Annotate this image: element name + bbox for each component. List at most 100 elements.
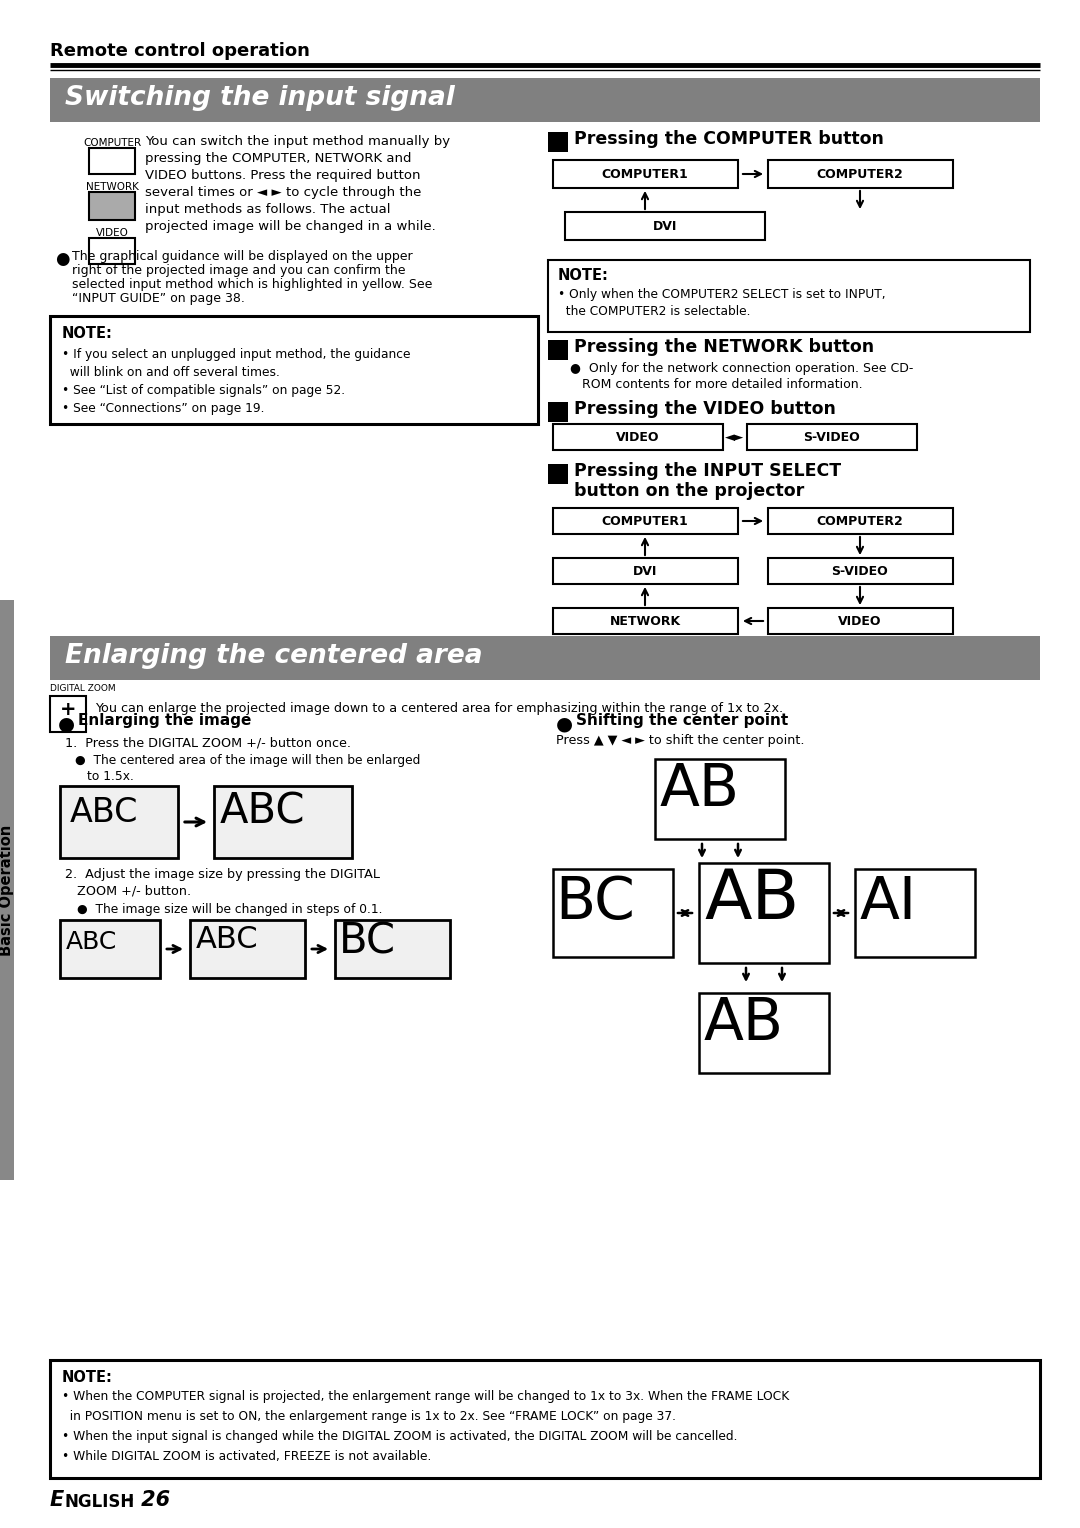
Bar xyxy=(855,869,975,957)
Text: VIDEO buttons. Press the required button: VIDEO buttons. Press the required button xyxy=(145,170,420,182)
Bar xyxy=(60,920,160,978)
Bar xyxy=(50,316,538,423)
Text: +: + xyxy=(59,700,77,720)
Text: ABC: ABC xyxy=(70,796,138,830)
Text: • When the COMPUTER signal is projected, the enlargement range will be changed t: • When the COMPUTER signal is projected,… xyxy=(62,1390,789,1403)
Text: BC: BC xyxy=(339,920,396,963)
Text: AB: AB xyxy=(704,866,799,934)
Bar xyxy=(654,759,785,839)
Text: Remote control operation: Remote control operation xyxy=(50,41,310,60)
Bar xyxy=(548,260,1030,332)
Text: input methods as follows. The actual: input methods as follows. The actual xyxy=(145,203,391,215)
Bar xyxy=(548,465,568,484)
Text: You can enlarge the projected image down to a centered area for emphasizing with: You can enlarge the projected image down… xyxy=(95,701,783,715)
Text: BC: BC xyxy=(555,874,635,931)
Bar xyxy=(50,636,1040,680)
Text: Pressing the NETWORK button: Pressing the NETWORK button xyxy=(573,338,874,356)
Text: Pressing the COMPUTER button: Pressing the COMPUTER button xyxy=(573,130,883,148)
Text: S-VIDEO: S-VIDEO xyxy=(804,431,861,445)
Text: NOTE:: NOTE: xyxy=(558,267,609,283)
Bar xyxy=(60,785,178,859)
Text: NOTE:: NOTE: xyxy=(62,325,113,341)
Text: NGLISH: NGLISH xyxy=(64,1493,134,1511)
Text: Shifting the center point: Shifting the center point xyxy=(576,714,788,727)
Bar xyxy=(50,695,86,732)
Text: Enlarging the centered area: Enlarging the centered area xyxy=(65,643,483,669)
Text: Pressing the INPUT SELECT: Pressing the INPUT SELECT xyxy=(573,461,841,480)
Bar xyxy=(214,785,352,859)
Bar xyxy=(89,148,135,174)
Bar xyxy=(553,608,738,634)
Bar xyxy=(699,863,829,963)
Bar xyxy=(548,402,568,422)
Text: Enlarging the image: Enlarging the image xyxy=(78,714,252,727)
Bar xyxy=(565,212,765,240)
Text: • Only when the COMPUTER2 SELECT is set to INPUT,: • Only when the COMPUTER2 SELECT is set … xyxy=(558,287,886,301)
Text: E: E xyxy=(50,1490,64,1510)
Text: ◄►: ◄► xyxy=(726,431,744,445)
Text: You can switch the input method manually by: You can switch the input method manually… xyxy=(145,134,450,148)
Bar xyxy=(553,869,673,957)
Text: VIDEO: VIDEO xyxy=(838,614,881,628)
Text: Basic Operation: Basic Operation xyxy=(0,825,14,955)
Bar xyxy=(768,608,953,634)
Bar xyxy=(553,507,738,533)
Text: to 1.5x.: to 1.5x. xyxy=(87,770,134,782)
Text: ●: ● xyxy=(55,251,69,267)
Bar xyxy=(747,423,917,451)
Bar xyxy=(768,507,953,533)
Text: ●  The centered area of the image will then be enlarged: ● The centered area of the image will th… xyxy=(75,753,420,767)
Text: in POSITION menu is set to ON, the enlargement range is 1x to 2x. See “FRAME LOC: in POSITION menu is set to ON, the enlar… xyxy=(62,1410,676,1423)
Text: ABC: ABC xyxy=(66,931,118,953)
Bar xyxy=(553,558,738,584)
Text: VIDEO: VIDEO xyxy=(95,228,129,238)
Bar xyxy=(89,193,135,220)
Text: 2.  Adjust the image size by pressing the DIGITAL: 2. Adjust the image size by pressing the… xyxy=(65,868,380,882)
Text: NOTE:: NOTE: xyxy=(62,1371,113,1384)
Text: S-VIDEO: S-VIDEO xyxy=(832,565,889,578)
Text: button on the projector: button on the projector xyxy=(573,481,805,500)
Text: • When the input signal is changed while the DIGITAL ZOOM is activated, the DIGI: • When the input signal is changed while… xyxy=(62,1430,738,1442)
Text: ●  The image size will be changed in steps of 0.1.: ● The image size will be changed in step… xyxy=(77,903,382,915)
Bar xyxy=(0,601,14,1180)
Text: DVI: DVI xyxy=(652,220,677,232)
Text: COMPUTER2: COMPUTER2 xyxy=(816,168,903,180)
Bar xyxy=(768,558,953,584)
Text: COMPUTER1: COMPUTER1 xyxy=(602,515,688,529)
Text: COMPUTER2: COMPUTER2 xyxy=(816,515,903,529)
Text: will blink on and off several times.: will blink on and off several times. xyxy=(62,367,280,379)
Text: selected input method which is highlighted in yellow. See: selected input method which is highlight… xyxy=(72,278,432,290)
Text: ABC: ABC xyxy=(220,790,306,833)
Bar xyxy=(548,131,568,151)
Text: • See “List of compatible signals” on page 52.: • See “List of compatible signals” on pa… xyxy=(62,384,346,397)
Text: ZOOM +/- button.: ZOOM +/- button. xyxy=(77,885,191,898)
Text: Press ▲ ▼ ◄ ► to shift the center point.: Press ▲ ▼ ◄ ► to shift the center point. xyxy=(556,733,805,747)
Bar xyxy=(335,920,450,978)
Bar xyxy=(89,238,135,264)
Text: - 26: - 26 xyxy=(118,1490,171,1510)
Text: COMPUTER: COMPUTER xyxy=(83,138,141,148)
Text: Pressing the VIDEO button: Pressing the VIDEO button xyxy=(573,400,836,419)
Text: • If you select an unplugged input method, the guidance: • If you select an unplugged input metho… xyxy=(62,348,410,361)
Text: ABC: ABC xyxy=(195,924,258,953)
Text: the COMPUTER2 is selectable.: the COMPUTER2 is selectable. xyxy=(558,306,751,318)
Bar xyxy=(50,78,1040,122)
Text: NETWORK: NETWORK xyxy=(609,614,680,628)
Bar xyxy=(548,341,568,361)
Text: projected image will be changed in a while.: projected image will be changed in a whi… xyxy=(145,220,435,232)
Text: The graphical guidance will be displayed on the upper: The graphical guidance will be displayed… xyxy=(72,251,413,263)
Text: ●  Only for the network connection operation. See CD-: ● Only for the network connection operat… xyxy=(570,362,914,374)
Text: VIDEO: VIDEO xyxy=(617,431,660,445)
Bar xyxy=(699,993,829,1073)
Bar xyxy=(768,160,953,188)
Text: NETWORK: NETWORK xyxy=(85,182,138,193)
Text: several times or ◄ ► to cycle through the: several times or ◄ ► to cycle through th… xyxy=(145,186,421,199)
Text: AB: AB xyxy=(704,995,784,1051)
Text: DIGITAL ZOOM: DIGITAL ZOOM xyxy=(50,685,116,694)
Bar xyxy=(190,920,305,978)
Text: Switching the input signal: Switching the input signal xyxy=(65,86,455,112)
Text: pressing the COMPUTER, NETWORK and: pressing the COMPUTER, NETWORK and xyxy=(145,151,411,165)
Text: ●: ● xyxy=(556,714,573,733)
Text: AI: AI xyxy=(860,874,917,931)
Text: COMPUTER1: COMPUTER1 xyxy=(602,168,688,180)
